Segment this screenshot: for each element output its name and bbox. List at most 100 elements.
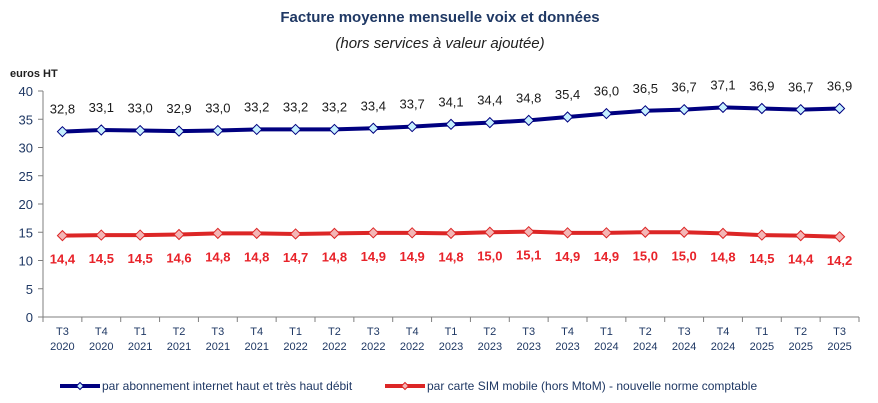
data-label: 15,0 — [633, 248, 658, 263]
x-tick-label-year: 2021 — [128, 341, 152, 353]
x-tick-label-year: 2024 — [633, 341, 657, 353]
x-tick-label-year: 2023 — [439, 341, 463, 353]
x-tick-label-quarter: T1 — [134, 326, 147, 338]
data-point-marker — [212, 124, 224, 137]
x-tick-label-year: 2025 — [750, 341, 774, 353]
x-tick-label-quarter: T4 — [95, 326, 108, 338]
data-label: 33,1 — [89, 100, 114, 115]
data-label: 15,1 — [516, 248, 541, 263]
data-point-marker — [406, 227, 418, 239]
x-tick-label-quarter: T4 — [406, 326, 419, 338]
x-tick-label-quarter: T2 — [328, 326, 341, 338]
data-label: 33,0 — [205, 101, 230, 116]
data-point-marker — [756, 229, 768, 241]
legend-item-1: par abonnement internet haut et très hau… — [60, 379, 353, 393]
data-point-marker — [523, 225, 535, 238]
data-point-marker — [95, 124, 107, 136]
data-label: 34,8 — [516, 90, 541, 105]
data-point-marker — [639, 226, 651, 238]
data-label: 14,5 — [89, 251, 114, 266]
x-tick-label-year: 2022 — [322, 341, 346, 353]
x-tick-label-year: 2022 — [400, 341, 424, 353]
data-point-marker — [833, 102, 846, 115]
x-tick-label-quarter: T2 — [173, 326, 186, 338]
data-label: 36,9 — [827, 79, 852, 94]
data-label: 14,5 — [127, 251, 152, 266]
x-tick-label-quarter: T1 — [600, 326, 613, 338]
data-label: 14,2 — [827, 253, 852, 268]
data-label: 14,9 — [555, 249, 580, 264]
x-tick-label-year: 2023 — [555, 341, 579, 353]
data-point-marker — [717, 101, 729, 114]
data-label: 37,1 — [710, 77, 735, 92]
data-label: 14,8 — [322, 249, 347, 264]
x-tick-label-year: 2022 — [283, 341, 307, 353]
x-tick-label-year: 2023 — [516, 341, 540, 353]
data-point-marker — [795, 103, 807, 116]
data-point-marker — [561, 227, 574, 239]
y-tick-label: 15 — [19, 225, 33, 240]
y-tick-label: 10 — [19, 254, 33, 269]
data-label: 36,5 — [633, 81, 658, 96]
y-tick-label: 25 — [19, 169, 33, 184]
data-point-marker — [445, 227, 457, 240]
data-point-marker — [367, 227, 379, 239]
data-label: 14,8 — [244, 249, 269, 264]
data-label: 14,9 — [399, 249, 424, 264]
legend-label: par abonnement internet haut et très hau… — [102, 379, 353, 393]
x-tick-label-year: 2024 — [594, 341, 618, 353]
x-tick-label-year: 2024 — [711, 341, 735, 353]
chart-subtitle: (hors services à valeur ajoutée) — [335, 35, 544, 52]
series-2: 14,4 14,5 14,5 14,6 14,8 14,8 14,7 14,8 14,9 14,9… — [50, 225, 852, 268]
data-label: 36,9 — [749, 79, 774, 94]
data-label: 15,0 — [671, 248, 696, 263]
data-point-marker — [717, 227, 729, 240]
data-point-marker — [134, 124, 146, 137]
x-tick-label-quarter: T4 — [250, 326, 263, 338]
data-label: 33,2 — [244, 99, 269, 114]
x-tick-label-quarter: T1 — [445, 326, 458, 338]
data-point-marker — [484, 226, 496, 238]
x-tick-label-quarter: T2 — [794, 326, 807, 338]
x-tick-label-year: 2024 — [672, 341, 696, 353]
data-point-marker — [212, 227, 224, 240]
data-point-marker — [134, 229, 146, 241]
x-tick-label-quarter: T4 — [717, 326, 730, 338]
x-tick-label-quarter: T3 — [211, 326, 224, 338]
x-tick-label-quarter: T3 — [56, 326, 69, 338]
data-label: 14,9 — [594, 249, 619, 264]
chart-title: Facture moyenne mensuelle voix et donnée… — [280, 9, 599, 26]
y-tick-label: 30 — [19, 141, 33, 156]
data-label: 32,9 — [166, 101, 191, 116]
data-label: 15,0 — [477, 248, 502, 263]
data-point-marker — [445, 118, 457, 131]
x-tick-label-year: 2025 — [788, 341, 812, 353]
data-label: 14,9 — [361, 249, 386, 264]
data-label: 14,5 — [749, 251, 774, 266]
data-point-marker — [795, 229, 807, 242]
data-label: 34,1 — [438, 94, 463, 109]
data-label: 33,4 — [361, 98, 386, 113]
legend-item-2: par carte SIM mobile (hors MtoM) - nouve… — [385, 379, 757, 393]
data-point-marker — [561, 111, 574, 123]
y-tick-label: 40 — [19, 84, 33, 99]
data-label: 14,6 — [166, 251, 191, 266]
x-tick-label-year: 2020 — [89, 341, 113, 353]
data-point-marker — [833, 231, 846, 243]
data-point-marker — [251, 227, 263, 240]
data-point-marker — [523, 114, 535, 127]
x-tick-label-quarter: T3 — [367, 326, 380, 338]
data-point-marker — [600, 107, 613, 120]
y-tick-label: 20 — [19, 197, 33, 212]
data-point-marker — [173, 228, 185, 241]
data-point-marker — [678, 103, 690, 116]
data-point-marker — [289, 123, 302, 136]
data-point-marker — [95, 229, 107, 241]
data-label: 14,4 — [50, 252, 76, 267]
y-axis-unit-label: euros HT — [10, 68, 58, 80]
data-label: 14,8 — [438, 249, 463, 264]
x-tick-label-quarter: T1 — [289, 326, 302, 338]
data-label: 33,7 — [399, 97, 424, 112]
data-label: 36,7 — [671, 80, 696, 95]
